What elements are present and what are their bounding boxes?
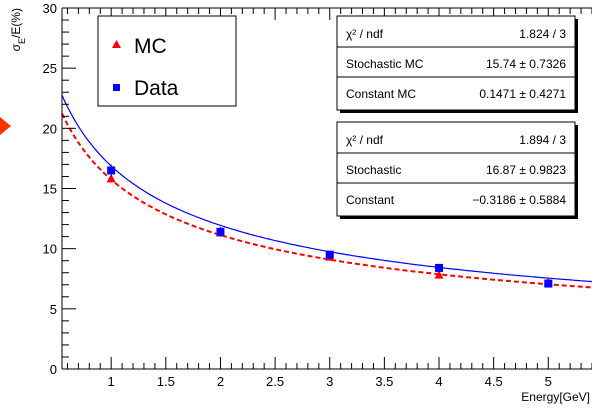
axes: 1 1.5 2 2.5 3 3.5 4 4.5 5 0 5 10 15 20 25 30 bbox=[43, 1, 592, 389]
x-tick-label: 5 bbox=[545, 374, 552, 389]
y-tick-label: 10 bbox=[43, 242, 57, 257]
stat-row-label: Stochastic MC bbox=[346, 57, 424, 71]
x-tick-label: 3.5 bbox=[375, 374, 393, 389]
stat-box bbox=[336, 15, 576, 111]
legend-square-icon bbox=[113, 84, 120, 91]
fit-stat-boxes: χ² / ndf 1.824 / 3 Stochastic MC 15.74 ± 0.… bbox=[336, 15, 578, 219]
y-tick-label: 30 bbox=[43, 1, 57, 16]
stat-row-value: 16.87 ± 0.9823 bbox=[486, 163, 566, 177]
pointer-arrow-icon bbox=[0, 117, 11, 135]
stat-row-label: χ² / ndf bbox=[346, 27, 384, 41]
x-tick-label: 2.5 bbox=[266, 374, 284, 389]
stat-row-value: 0.1471 ± 0.4271 bbox=[479, 87, 566, 101]
data-point-square bbox=[435, 263, 444, 272]
legend: MC Data bbox=[97, 15, 237, 107]
stat-box bbox=[336, 121, 576, 217]
data-points bbox=[106, 164, 553, 288]
stat-row-value: 1.824 / 3 bbox=[519, 27, 566, 41]
legend-label-data: Data bbox=[134, 77, 179, 100]
legend-triangle-icon bbox=[112, 40, 121, 48]
data-point-square bbox=[216, 227, 225, 236]
x-tick-label: 2 bbox=[217, 374, 224, 389]
legend-box bbox=[97, 15, 237, 107]
x-tick-label: 4 bbox=[435, 374, 442, 389]
y-axis-label: σE/E(%) bbox=[9, 8, 27, 51]
y-tick-label: 15 bbox=[43, 182, 57, 197]
y-tick-label: 0 bbox=[50, 362, 57, 377]
x-axis-label: Energy[GeV] bbox=[521, 390, 590, 404]
y-tick-label: 20 bbox=[43, 121, 57, 136]
data-point-square bbox=[325, 250, 334, 259]
data-point-square bbox=[107, 166, 116, 175]
stat-row-value: 1.894 / 3 bbox=[519, 133, 566, 147]
x-tick-label: 1.5 bbox=[157, 374, 175, 389]
stat-row-value: 15.74 ± 0.7326 bbox=[486, 57, 566, 71]
stat-row-label: χ² / ndf bbox=[346, 133, 384, 147]
y-tick-label: 5 bbox=[50, 302, 57, 317]
mc-point-triangle bbox=[106, 173, 116, 183]
stat-row-value: −0.3186 ± 0.5884 bbox=[472, 193, 566, 207]
x-tick-label: 4.5 bbox=[485, 374, 503, 389]
stat-row-label: Constant MC bbox=[346, 87, 416, 101]
mc-point-triangle bbox=[434, 270, 444, 279]
x-tick-label: 1 bbox=[108, 374, 115, 389]
y-tick-label: 25 bbox=[43, 61, 57, 76]
stat-row-label: Constant bbox=[346, 193, 395, 207]
stat-row-label: Stochastic bbox=[346, 163, 401, 177]
data-point-square bbox=[544, 279, 553, 288]
x-tick-label: 3 bbox=[326, 374, 333, 389]
legend-label-mc: MC bbox=[134, 35, 167, 58]
